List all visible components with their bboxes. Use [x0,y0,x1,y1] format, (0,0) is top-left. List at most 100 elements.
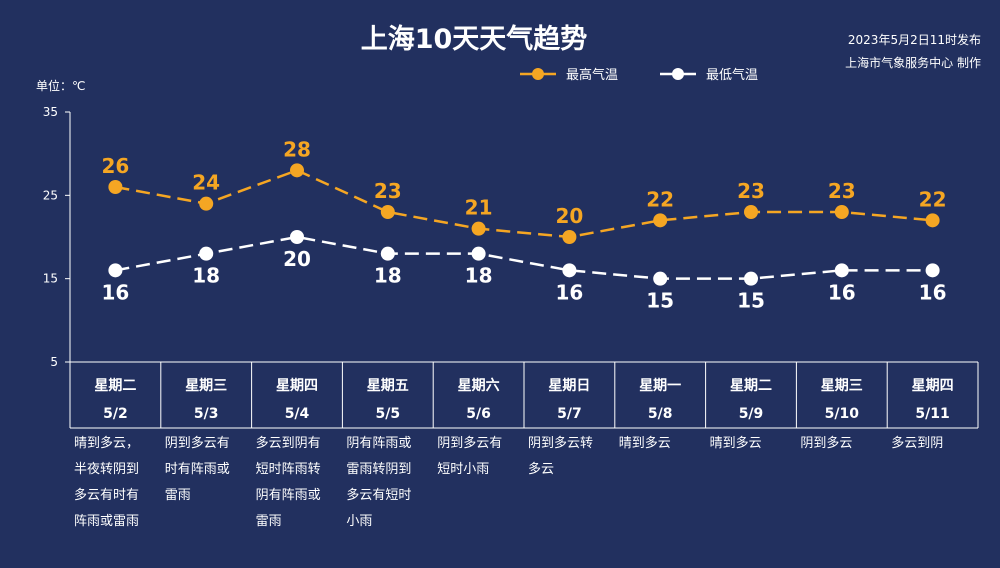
legend-high-marker [532,68,544,80]
low-temp-point [108,263,123,278]
y-tick-label: 35 [43,105,58,119]
date-label: 5/8 [648,406,673,422]
low-temp-point [199,246,214,261]
low-temp-point [834,263,849,278]
weekday-label: 星期三 [185,378,227,394]
low-temp-value-label: 16 [919,280,947,304]
weekday-label: 星期二 [730,378,772,394]
series-high-temp: 26 24 28 23 21 20 22 23 23 22 [101,137,947,244]
y-tick-label: 25 [43,188,58,202]
publish-time: 2023年5月2日11时发布 [848,32,981,47]
weather-description: 雷雨 [165,488,191,503]
weather-description: 阴到多云 [800,435,852,451]
high-temp-value-label: 23 [828,179,856,203]
weather-description: 晴到多云， [74,435,139,451]
date-label: 5/10 [825,406,860,422]
high-temp-point [380,205,395,219]
weather-description: 阴有阵雨或 [256,488,321,503]
date-label: 5/4 [285,406,310,422]
weather-description: 多云有时有 [74,487,139,503]
series-low-temp: 16 18 20 18 18 16 15 15 16 16 [101,230,947,313]
high-temp-line [115,168,933,239]
weather-description: 阴有阵雨或 [346,436,411,451]
high-temp-value-label: 22 [919,187,947,211]
weather-description: 短时小雨 [437,462,489,477]
weather-description: 阴到多云有 [165,435,230,451]
weekday-label: 星期四 [912,378,954,394]
high-temp-point [834,205,849,219]
date-label: 5/3 [194,406,219,422]
high-temp-point [108,180,123,194]
weather-description: 多云有短时 [346,487,411,503]
date-label: 5/9 [739,406,764,422]
high-temp-value-label: 26 [101,154,129,178]
low-temp-value-label: 18 [465,264,493,288]
high-temp-value-label: 24 [192,171,220,195]
low-temp-point [653,271,668,286]
legend-low-label: 最低气温 [706,67,758,83]
low-temp-point [925,263,940,278]
weekday-label: 星期五 [367,378,409,394]
low-temp-point [380,246,395,261]
weather-description: 多云 [528,461,554,477]
weather-description: 多云到阴 [891,435,943,451]
low-temp-value-label: 15 [646,289,674,313]
weather-description: 阴到多云有 [437,435,502,451]
low-temp-value-label: 16 [101,280,129,304]
date-label: 5/6 [466,406,491,422]
weather-description: 时有阵雨或 [165,462,230,477]
high-temp-value-label: 23 [737,179,765,203]
low-temp-value-label: 16 [555,280,583,304]
high-temp-point [653,213,668,228]
weather-description: 雷雨 [256,514,282,529]
low-temp-value-label: 18 [192,264,220,288]
high-temp-value-label: 21 [465,196,493,220]
chart-title: 上海10天天气趋势 [361,24,588,55]
legend-low-marker [672,68,684,80]
high-temp-value-label: 28 [283,137,311,161]
legend-high-label: 最高气温 [566,67,618,83]
high-temp-point [744,205,758,219]
weekday-label: 星期一 [639,378,681,394]
legend: 最高气温 最低气温 [520,67,758,83]
low-temp-point [744,271,758,286]
high-temp-point [925,213,940,228]
low-temp-value-label: 15 [737,289,765,313]
high-temp-value-label: 22 [646,187,674,211]
y-tick-label: 5 [50,355,58,369]
weekday-label: 星期二 [94,378,136,394]
high-temp-point [471,221,486,236]
weekday-label: 星期四 [276,378,318,394]
y-axis: 5 15 25 35 [43,105,71,369]
low-temp-point [290,230,304,244]
high-temp-point [199,196,214,211]
low-temp-value-label: 20 [283,247,311,271]
low-temp-line [115,235,933,280]
weather-description: 阴到多云转 [528,435,593,451]
high-temp-value-label: 23 [374,179,402,203]
low-temp-point [562,263,577,278]
low-temp-point [471,246,486,261]
weekday-label: 星期日 [548,378,590,394]
weather-description: 小雨 [346,514,372,529]
weather-description: 短时阵雨转 [256,462,321,477]
low-temp-value-label: 16 [828,280,856,304]
weekday-label: 星期三 [821,378,863,394]
low-temp-value-label: 18 [374,264,402,288]
date-label: 5/11 [915,406,949,422]
unit-label: 单位：℃ [36,78,85,93]
weather-description: 多云到阴有 [256,435,321,451]
weather-description: 阵雨或雷雨 [74,514,139,529]
date-label: 5/7 [557,406,582,422]
high-temp-point [562,230,577,244]
weather-description: 雷雨转阴到 [346,462,411,477]
weather-description: 晴到多云 [619,435,671,451]
producer-credit: 上海市气象服务中心 制作 [845,55,981,70]
high-temp-point [290,163,304,178]
date-label: 5/2 [103,406,128,422]
y-tick-label: 15 [43,272,58,286]
weather-description: 半夜转阴到 [74,462,139,477]
date-label: 5/5 [375,406,400,422]
